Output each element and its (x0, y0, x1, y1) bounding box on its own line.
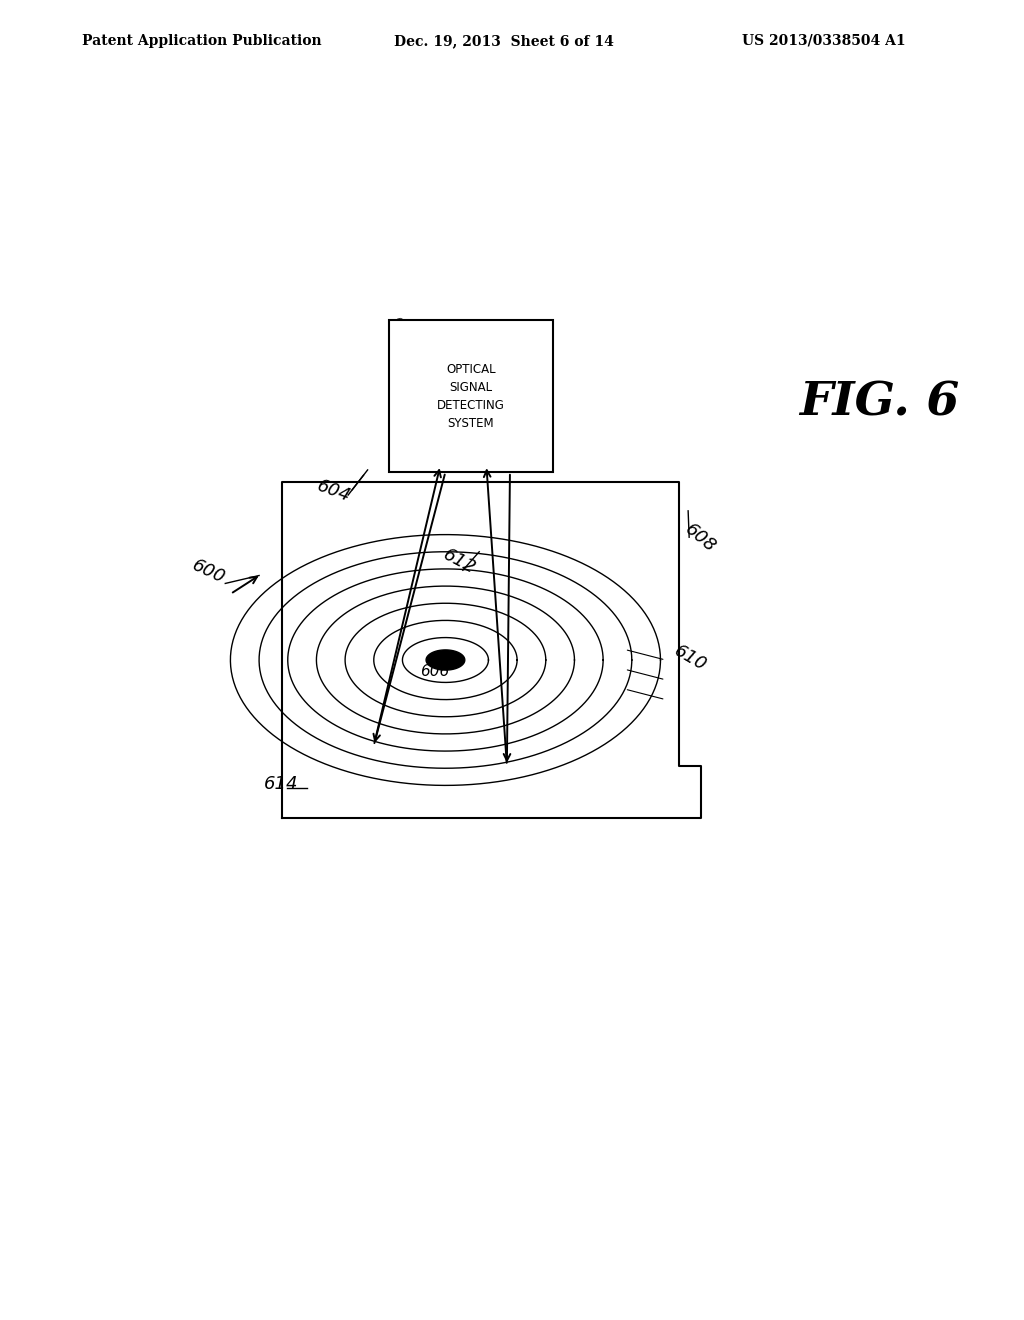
Text: OPTICAL
SIGNAL
DETECTING
SYSTEM: OPTICAL SIGNAL DETECTING SYSTEM (437, 363, 505, 429)
Text: 610: 610 (671, 642, 710, 675)
Text: 602: 602 (387, 315, 426, 347)
Text: Dec. 19, 2013  Sheet 6 of 14: Dec. 19, 2013 Sheet 6 of 14 (394, 34, 614, 48)
Text: 614: 614 (264, 775, 299, 793)
Text: 606: 606 (420, 664, 450, 678)
Text: 612: 612 (440, 546, 479, 578)
Polygon shape (426, 649, 465, 671)
Text: Patent Application Publication: Patent Application Publication (82, 34, 322, 48)
Text: 604: 604 (314, 477, 353, 506)
Bar (389, 321, 553, 473)
Text: FIG. 6: FIG. 6 (799, 380, 958, 425)
Text: US 2013/0338504 A1: US 2013/0338504 A1 (742, 34, 906, 48)
Text: 600: 600 (189, 557, 228, 587)
Text: 608: 608 (681, 520, 719, 556)
